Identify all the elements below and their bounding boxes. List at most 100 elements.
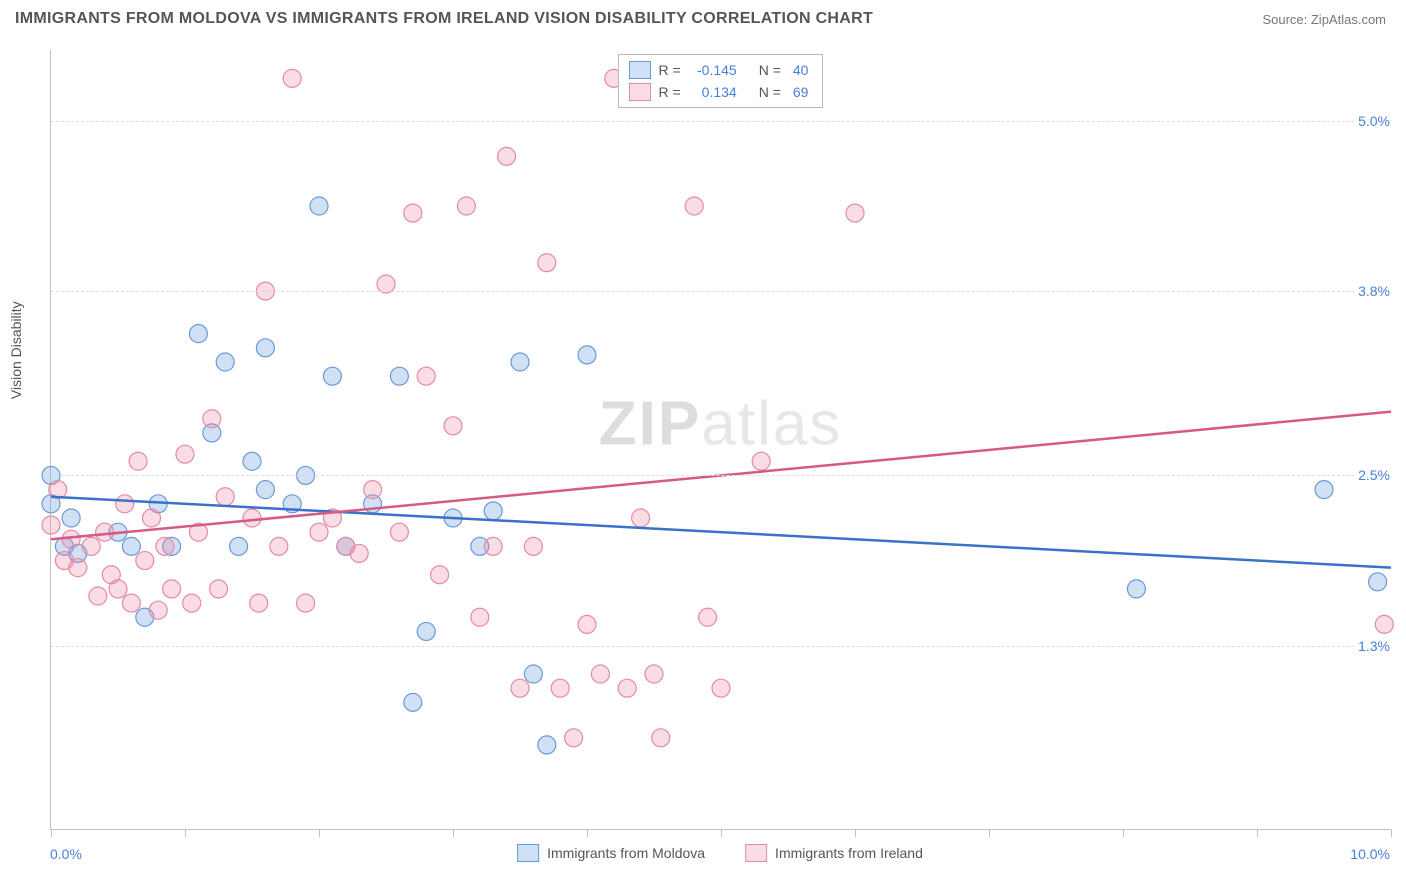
scatter-point xyxy=(578,346,596,364)
scatter-point xyxy=(618,679,636,697)
chart-title: IMMIGRANTS FROM MOLDOVA VS IMMIGRANTS FR… xyxy=(15,10,873,28)
plot-svg xyxy=(51,50,1390,829)
scatter-point xyxy=(256,481,274,499)
scatter-point xyxy=(565,729,583,747)
legend-n-value: 40 xyxy=(789,62,813,78)
scatter-point xyxy=(1315,481,1333,499)
scatter-point xyxy=(216,353,234,371)
scatter-point xyxy=(578,615,596,633)
scatter-point xyxy=(82,537,100,555)
x-tick xyxy=(1257,829,1258,837)
legend-r-label: R = xyxy=(659,62,681,78)
legend-stat-row: R = -0.145 N = 40 xyxy=(629,59,813,81)
legend-swatch xyxy=(629,61,651,79)
scatter-point xyxy=(364,481,382,499)
scatter-point xyxy=(390,523,408,541)
legend-stat-row: R =0.134N =69 xyxy=(629,81,813,103)
y-tick-label: 1.3% xyxy=(1354,638,1394,654)
x-tick xyxy=(319,829,320,837)
scatter-point xyxy=(129,452,147,470)
scatter-point xyxy=(109,580,127,598)
x-tick xyxy=(721,829,722,837)
scatter-point xyxy=(243,452,261,470)
scatter-point xyxy=(524,537,542,555)
scatter-point xyxy=(310,197,328,215)
scatter-point xyxy=(136,552,154,570)
x-axis-max-label: 10.0% xyxy=(1350,846,1390,862)
trend-line xyxy=(51,497,1391,568)
scatter-point xyxy=(143,509,161,527)
legend-series-label: Immigrants from Moldova xyxy=(547,845,705,861)
scatter-point xyxy=(652,729,670,747)
plot-area: ZIPatlas R =-0.145N =40R =0.134N =69 1.3… xyxy=(50,50,1390,830)
chart-header: IMMIGRANTS FROM MOLDOVA VS IMMIGRANTS FR… xyxy=(0,0,1406,34)
scatter-point xyxy=(431,566,449,584)
scatter-point xyxy=(712,679,730,697)
scatter-point xyxy=(1369,573,1387,591)
scatter-point xyxy=(270,537,288,555)
scatter-point xyxy=(551,679,569,697)
legend-series: Immigrants from MoldovaImmigrants from I… xyxy=(517,844,923,862)
scatter-point xyxy=(62,509,80,527)
scatter-point xyxy=(699,608,717,626)
scatter-point xyxy=(163,580,181,598)
scatter-point xyxy=(116,495,134,513)
scatter-point xyxy=(524,665,542,683)
scatter-point xyxy=(444,417,462,435)
scatter-point xyxy=(538,254,556,272)
scatter-point xyxy=(149,601,167,619)
scatter-point xyxy=(511,353,529,371)
scatter-point xyxy=(404,204,422,222)
scatter-point xyxy=(752,452,770,470)
legend-n-value: 69 xyxy=(789,84,813,100)
scatter-point xyxy=(176,445,194,463)
scatter-point xyxy=(538,736,556,754)
scatter-point xyxy=(189,325,207,343)
chart-container: Vision Disability ZIPatlas R =-0.145N =4… xyxy=(50,50,1390,830)
scatter-point xyxy=(350,544,368,562)
legend-r-value: -0.145 xyxy=(689,62,741,78)
scatter-point xyxy=(417,367,435,385)
scatter-point xyxy=(484,537,502,555)
scatter-point xyxy=(1375,615,1393,633)
scatter-point xyxy=(457,197,475,215)
scatter-point xyxy=(89,587,107,605)
y-tick-label: 5.0% xyxy=(1354,113,1394,129)
gridline xyxy=(51,291,1390,292)
scatter-point xyxy=(323,367,341,385)
scatter-point xyxy=(283,69,301,87)
x-tick xyxy=(185,829,186,837)
scatter-point xyxy=(42,516,60,534)
legend-swatch xyxy=(517,844,539,862)
scatter-point xyxy=(404,693,422,711)
scatter-point xyxy=(96,523,114,541)
scatter-point xyxy=(484,502,502,520)
scatter-point xyxy=(156,537,174,555)
x-tick xyxy=(855,829,856,837)
scatter-point xyxy=(390,367,408,385)
scatter-point xyxy=(256,339,274,357)
x-tick xyxy=(989,829,990,837)
scatter-point xyxy=(471,608,489,626)
scatter-point xyxy=(243,509,261,527)
y-tick-label: 2.5% xyxy=(1354,467,1394,483)
scatter-point xyxy=(250,594,268,612)
chart-source: Source: ZipAtlas.com xyxy=(1262,12,1386,27)
scatter-point xyxy=(122,594,140,612)
x-tick xyxy=(1123,829,1124,837)
scatter-point xyxy=(69,559,87,577)
scatter-point xyxy=(498,147,516,165)
legend-swatch xyxy=(629,83,651,101)
gridline xyxy=(51,121,1390,122)
legend-swatch xyxy=(745,844,767,862)
scatter-point xyxy=(230,537,248,555)
x-axis-min-label: 0.0% xyxy=(50,846,82,862)
x-tick xyxy=(1391,829,1392,837)
legend-r-label: R = xyxy=(659,84,681,100)
legend-n-label: N = xyxy=(759,62,781,78)
scatter-point xyxy=(62,530,80,548)
scatter-point xyxy=(183,594,201,612)
y-tick-label: 3.8% xyxy=(1354,283,1394,299)
scatter-point xyxy=(216,488,234,506)
scatter-point xyxy=(417,622,435,640)
